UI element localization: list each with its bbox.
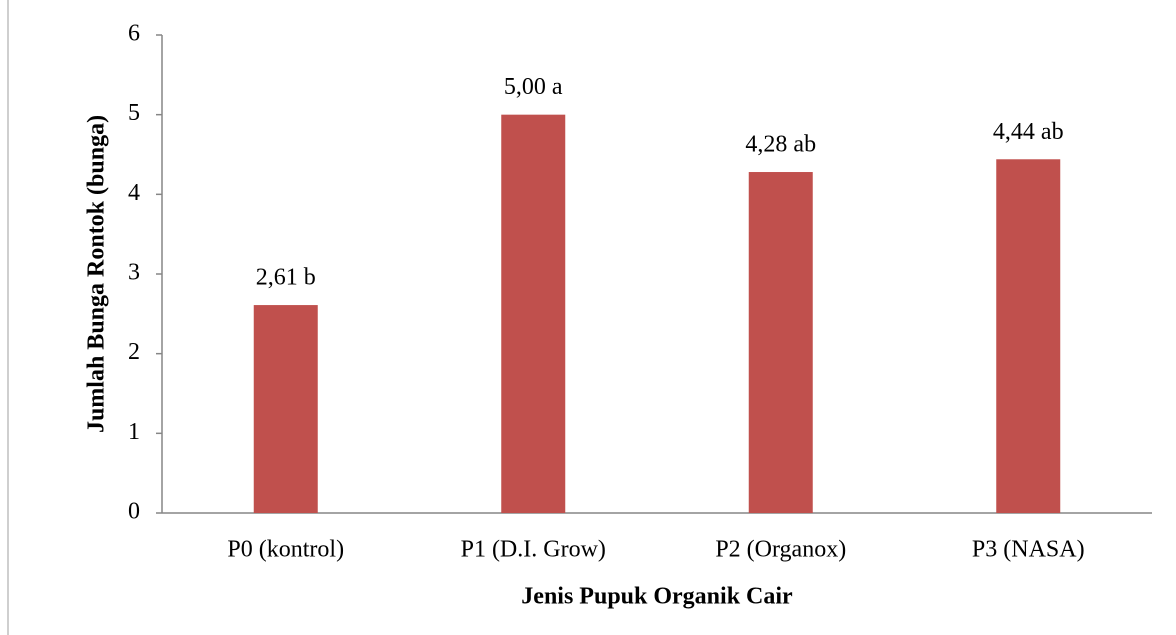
y-tick-label: 0 [128, 499, 140, 525]
data-label: 4,28 ab [745, 132, 816, 158]
x-tick-label: P2 (Organox) [715, 537, 846, 563]
bar [254, 305, 318, 513]
y-tick-label: 4 [128, 180, 140, 206]
bar [996, 159, 1060, 513]
x-tick-label: P3 (NASA) [972, 537, 1085, 563]
data-label: 5,00 a [504, 74, 563, 100]
y-axis-title: Jumlah Bunga Rontok (bunga) [84, 115, 110, 433]
y-tick-label: 1 [128, 419, 140, 445]
x-tick-label: P1 (D.I. Grow) [461, 537, 606, 563]
y-tick-label: 2 [128, 339, 140, 365]
y-tick-label: 3 [128, 260, 140, 286]
x-axis-title: Jenis Pupuk Organik Cair [521, 584, 793, 610]
x-tick-label: P0 (kontrol) [227, 537, 344, 563]
data-label: 2,61 b [256, 265, 316, 291]
y-tick-label: 6 [128, 21, 140, 47]
y-tick-label: 5 [128, 100, 140, 126]
bar [749, 172, 813, 513]
chart: Jumlah Bunga Rontok (bunga) Jenis Pupuk … [0, 0, 1176, 635]
bar [501, 115, 565, 513]
data-label: 4,44 ab [993, 119, 1064, 145]
